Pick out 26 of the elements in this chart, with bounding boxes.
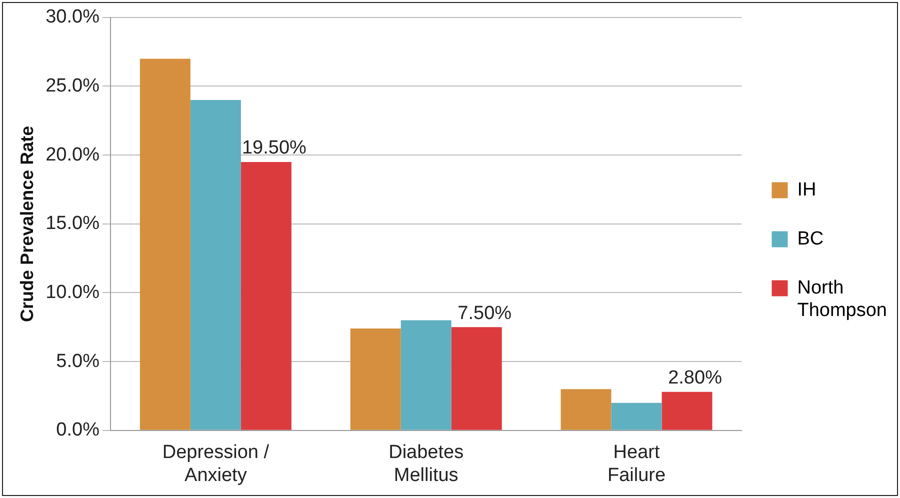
data-label: 2.80% — [668, 368, 722, 389]
legend-label: North Thompson — [797, 277, 888, 322]
y-tick-label: 20.0% — [46, 144, 100, 166]
x-tick-label: Heart Failure — [607, 442, 666, 486]
data-label: 19.50% — [242, 138, 307, 159]
bar — [140, 58, 190, 430]
y-tick-label: 30.0% — [46, 6, 100, 28]
y-tick-label: 25.0% — [46, 75, 100, 96]
bar — [400, 320, 452, 430]
x-tick-label: Depression / Anxiety — [162, 442, 270, 486]
data-label: 7.50% — [458, 302, 512, 324]
bar — [190, 100, 241, 430]
bar — [611, 402, 662, 430]
bar — [662, 392, 712, 430]
y-axis-title: Crude Prevalence Rate — [16, 126, 37, 322]
legend-label: BC — [797, 228, 824, 250]
bar — [451, 327, 502, 430]
x-tick-label: Diabetes Mellitus — [388, 442, 464, 486]
legend-label: IH — [797, 179, 816, 200]
y-tick-label: 10.0% — [46, 282, 100, 303]
y-tick-label: 15.0% — [46, 213, 100, 234]
bar — [350, 328, 401, 430]
y-tick-label: 0.0% — [56, 420, 100, 441]
bar — [560, 389, 612, 430]
y-tick-label: 5.0% — [56, 350, 100, 372]
bar — [240, 162, 292, 430]
